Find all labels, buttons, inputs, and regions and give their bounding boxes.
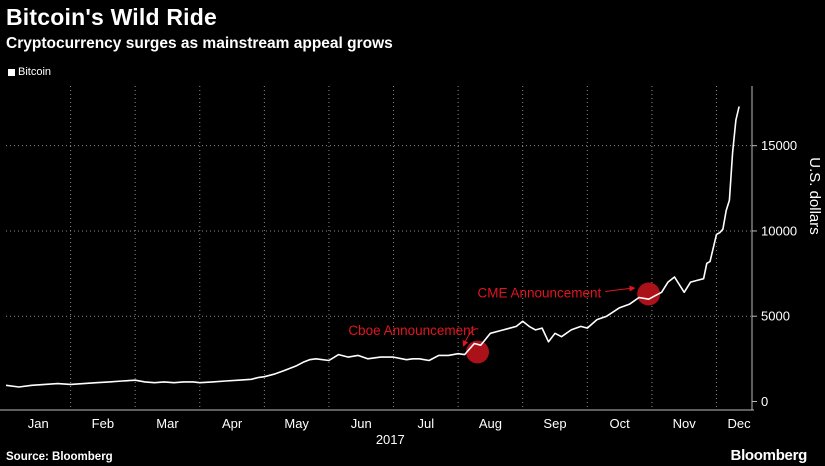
annotation-arrow: [605, 285, 636, 292]
y-axis-title: U.S. dollars: [806, 157, 823, 235]
y-tick-label: 10000: [761, 223, 797, 238]
x-tick-label: Apr: [222, 416, 243, 431]
legend: Bitcoin: [8, 66, 51, 78]
legend-label: Bitcoin: [18, 66, 52, 78]
chart-subtitle: Cryptocurrency surges as mainstream appe…: [6, 35, 393, 52]
chart-title: Bitcoin's Wild Ride: [6, 4, 217, 30]
x-tick-label: Dec: [728, 416, 752, 431]
bitcoin-series-line: [5, 106, 740, 388]
x-tick-label: Jul: [418, 416, 435, 431]
x-tick-label: Jan: [28, 416, 49, 431]
annotation-marker: [637, 282, 661, 306]
annotation-label: Cboe Announcement: [348, 323, 474, 338]
y-tick-label: 15000: [761, 138, 797, 153]
annotation-label: CME Announcement: [477, 285, 601, 300]
x-tick-label: Oct: [609, 416, 630, 431]
x-year-label: 2017: [376, 432, 405, 447]
x-tick-label: Jun: [351, 416, 372, 431]
source-note: Source: Bloomberg: [6, 451, 113, 463]
y-tick-label: 0: [761, 394, 768, 409]
legend-swatch-icon: [8, 68, 15, 76]
x-tick-label: May: [284, 416, 309, 431]
x-tick-label: Sep: [543, 416, 566, 431]
y-tick-label: 5000: [761, 309, 790, 324]
bloomberg-logo: Bloomberg: [730, 447, 808, 464]
annotation-arrow: [462, 328, 479, 347]
x-tick-label: Feb: [92, 416, 114, 431]
x-tick-label: Mar: [156, 416, 179, 431]
x-tick-label: Nov: [673, 416, 697, 431]
x-tick-label: Aug: [479, 416, 502, 431]
